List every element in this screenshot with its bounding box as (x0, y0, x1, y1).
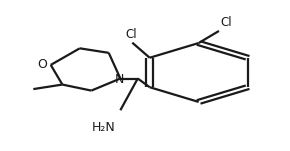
Text: N: N (115, 73, 124, 86)
Text: O: O (37, 58, 47, 71)
Text: Cl: Cl (220, 16, 232, 29)
Text: Cl: Cl (125, 28, 137, 41)
Text: H₂N: H₂N (92, 121, 116, 134)
